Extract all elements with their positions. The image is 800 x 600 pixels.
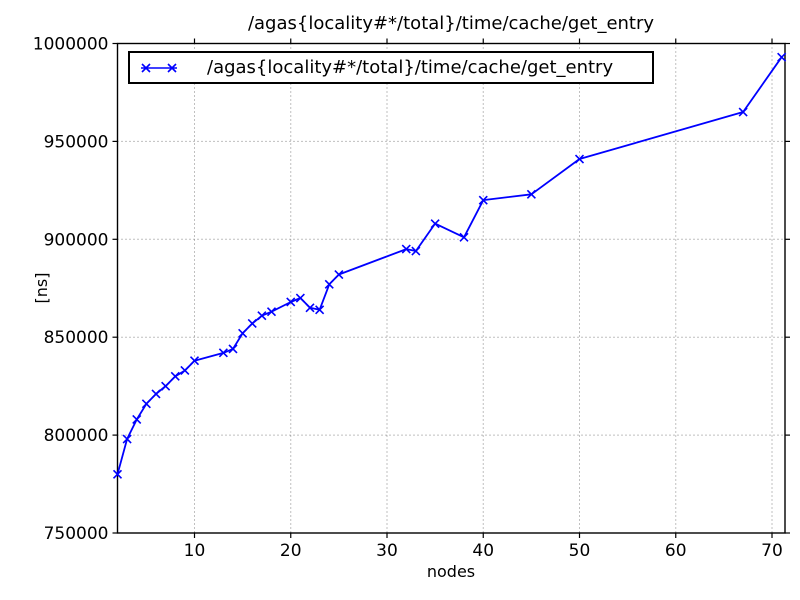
gridlines <box>117 43 785 533</box>
legend-line-sample-icon <box>141 62 177 73</box>
y-tick-label: 750000 <box>44 524 109 544</box>
y-tick-label: 850000 <box>44 328 109 348</box>
y-tick-label: 800000 <box>44 426 109 446</box>
x-tick-label: 20 <box>280 541 302 561</box>
legend-label: /agas{locality#*/total}/time/cache/get_e… <box>207 57 614 78</box>
series-line <box>116 56 783 475</box>
y-tick-label: 900000 <box>44 230 109 250</box>
x-tick-label: 50 <box>569 541 591 561</box>
chart-title: /agas{locality#*/total}/time/cache/get_e… <box>247 13 655 34</box>
y-axis-label: [ns] <box>32 272 51 304</box>
y-tick-label: 1000000 <box>33 35 109 55</box>
y-tick-label: 950000 <box>44 132 109 152</box>
x-tick-label: 40 <box>472 541 494 561</box>
axes-frame <box>116 42 786 534</box>
x-tick-label: 70 <box>761 541 783 561</box>
x-axis-label: nodes <box>426 562 476 581</box>
legend: /agas{locality#*/total}/time/cache/get_e… <box>128 51 654 84</box>
x-tick-label: 60 <box>665 541 687 561</box>
x-tick-label: 10 <box>184 541 206 561</box>
series-markers <box>112 52 787 479</box>
tick-marks <box>112 38 790 538</box>
x-tick-label: 30 <box>376 541 398 561</box>
tick-labels: 10 20 30 40 50 60 70 750000 800000 850000 900000 95… <box>33 35 783 562</box>
